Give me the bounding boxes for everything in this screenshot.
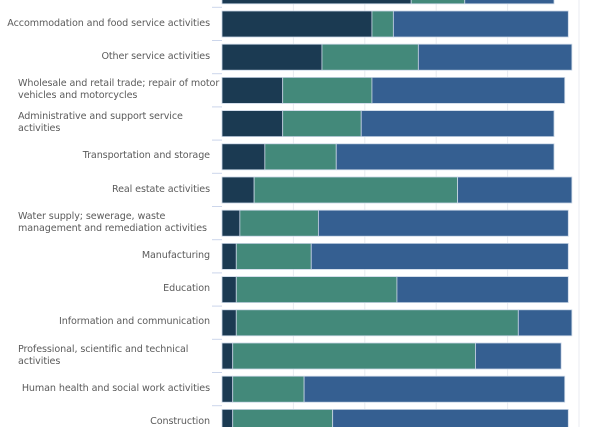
category-label-line: activities: [18, 123, 61, 135]
bar-segment-1[interactable]: [221, 43, 323, 71]
bar-segment-1[interactable]: [221, 77, 284, 104]
bar-segment-3[interactable]: [457, 176, 573, 204]
bar-segment-3[interactable]: [335, 143, 555, 171]
bar-segment-2[interactable]: [282, 77, 373, 104]
bar-segment-1[interactable]: [221, 342, 234, 370]
bar-segment-1[interactable]: [221, 242, 237, 270]
bar-segment-2[interactable]: [239, 209, 319, 237]
category-label-line: Real estate activities: [111, 183, 210, 195]
category-label-line: Administrative and support service: [18, 111, 183, 123]
category-label: Professional, scientific and technical ac…: [18, 344, 188, 368]
bar-segment-1[interactable]: [221, 375, 234, 403]
category-label-line: Information and communication: [59, 316, 210, 328]
category-label-line: Accommodation and food service activitie…: [7, 17, 210, 29]
category-label-line: Manufacturing: [141, 249, 210, 261]
category-label: Information and communication: [59, 316, 210, 328]
bar-segment-1[interactable]: [221, 176, 255, 204]
category-label-line: activities: [18, 355, 61, 367]
category-label-line: Water supply; sewerage, waste: [18, 210, 166, 222]
bar-segment-3[interactable]: [360, 110, 555, 137]
bar-segment-1[interactable]: [221, 276, 237, 304]
bar-segment-2[interactable]: [264, 143, 337, 171]
bar-segment-1[interactable]: [221, 110, 284, 137]
category-label: Transportation and storage: [83, 150, 210, 162]
bar-segment-2[interactable]: [235, 242, 312, 270]
bar-segment-2[interactable]: [235, 309, 519, 337]
bar-segment-2[interactable]: [232, 342, 476, 370]
category-label: Construction: [150, 416, 210, 428]
bar-segment-3[interactable]: [517, 309, 573, 337]
bars: [221, 0, 573, 427]
bar-segment-1[interactable]: [221, 0, 412, 5]
category-label: Human health and social work activities: [22, 383, 210, 395]
category-label-line: management and remediation activities: [18, 222, 207, 234]
bar-segment-3[interactable]: [317, 209, 569, 237]
bar-segment-3[interactable]: [392, 10, 569, 38]
bar-segment-2[interactable]: [253, 176, 459, 204]
category-label-line: Construction: [150, 415, 210, 427]
bar-segment-2[interactable]: [410, 0, 466, 5]
category-label: Education: [163, 283, 210, 295]
bar-segment-1[interactable]: [221, 143, 266, 171]
bar-segment-2[interactable]: [232, 375, 305, 403]
category-label-line: vehicles and motorcycles: [18, 89, 138, 101]
bar-segment-3[interactable]: [417, 43, 573, 71]
category-label: Accommodation and food service activitie…: [7, 18, 210, 30]
category-label: Real estate activities: [112, 184, 210, 196]
bar-segment-1[interactable]: [221, 309, 237, 337]
bar-segment-3[interactable]: [475, 342, 562, 370]
bar-segment-3[interactable]: [303, 375, 566, 403]
category-axis: [212, 6, 222, 407]
category-label: Wholesale and retail trade; repair of mo…: [18, 78, 219, 102]
category-label-line: Human health and social work activities: [21, 382, 210, 394]
bar-segment-2[interactable]: [371, 10, 394, 38]
bar-segment-3[interactable]: [396, 276, 569, 304]
bar-segment-3[interactable]: [332, 408, 569, 427]
bar-segment-1[interactable]: [221, 408, 234, 427]
bar-segment-2[interactable]: [235, 276, 398, 304]
category-label: Water supply; sewerage, waste management …: [18, 211, 207, 235]
bar-segment-2[interactable]: [282, 110, 362, 137]
bar-segment-2[interactable]: [232, 408, 334, 427]
category-label-line: Transportation and storage: [82, 150, 210, 162]
category-label-line: Other service activities: [101, 50, 210, 62]
bar-segment-3[interactable]: [464, 0, 555, 5]
bar-segment-3[interactable]: [310, 242, 569, 270]
category-label-line: Education: [163, 283, 210, 295]
category-label-line: Wholesale and retail trade; repair of mo…: [18, 77, 220, 89]
category-label-line: Professional, scientific and technical: [18, 343, 189, 355]
category-label: Manufacturing: [142, 250, 210, 262]
bar-segment-1[interactable]: [221, 209, 241, 237]
category-label: Administrative and support service activi…: [18, 111, 183, 135]
category-label: Other service activities: [101, 51, 210, 63]
bar-segment-1[interactable]: [221, 10, 373, 38]
bar-segment-2[interactable]: [321, 43, 419, 71]
bar-segment-3[interactable]: [371, 77, 566, 104]
